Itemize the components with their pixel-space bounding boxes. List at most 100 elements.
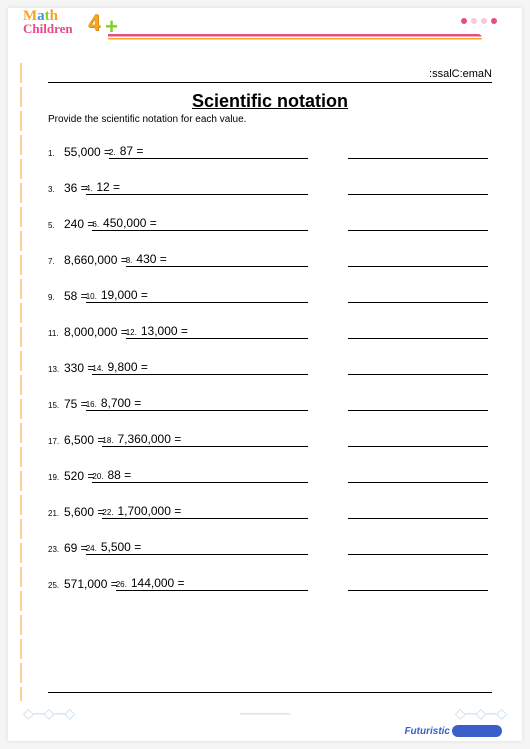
problem-number: 19. (48, 473, 64, 483)
problem-value: 69 = (64, 541, 88, 555)
answer-line[interactable]: 18.7,360,000 = (102, 431, 308, 447)
problem-number: 5. (48, 221, 64, 231)
answer-line[interactable]: 26.144,000 = (116, 575, 308, 591)
problem-left: 11.8,000,000 =12.13,000 = (48, 323, 308, 339)
answer-line[interactable] (348, 143, 488, 159)
problem-value: 330 = (64, 361, 94, 375)
answer-line[interactable] (348, 323, 488, 339)
problem-number: 7. (48, 257, 64, 267)
problem-left: 15.75 =16.8,700 = (48, 395, 308, 411)
logo-four: 4 (88, 10, 100, 37)
answer-line[interactable] (348, 215, 488, 231)
problem-number: 3. (48, 185, 64, 195)
problem-number: 12. (126, 328, 137, 338)
problem-number: 17. (48, 437, 64, 447)
answer-line[interactable] (348, 287, 488, 303)
answer-line[interactable] (348, 467, 488, 483)
problem-value: 430 = (132, 252, 166, 266)
problem-row: 25.571,000 =26.144,000 = (48, 563, 492, 591)
problem-left: 25.571,000 =26.144,000 = (48, 575, 308, 591)
problem-number: 6. (92, 220, 99, 230)
bottom-decoration: ◇─◇─◇ ───── ◇─◇─◇ (23, 705, 507, 721)
problem-row: 1.55,000 =2.87 = (48, 131, 492, 159)
problem-row: 9.58 =10.19,000 = (48, 275, 492, 303)
answer-line[interactable] (348, 503, 488, 519)
answer-line[interactable]: 6.450,000 = (92, 215, 308, 231)
problem-value: 9,800 = (104, 360, 148, 374)
problem-row: 21.5,600 =22.1,700,000 = (48, 491, 492, 519)
problem-number: 18. (102, 436, 113, 446)
problem-number: 1. (48, 149, 64, 159)
answer-line[interactable]: 2.87 = (109, 143, 308, 159)
problem-left: 21.5,600 =22.1,700,000 = (48, 503, 308, 519)
problem-row: 17.6,500 =18.7,360,000 = (48, 419, 492, 447)
problem-value: 75 = (64, 397, 88, 411)
problem-value: 571,000 = (64, 577, 118, 591)
problem-value: 5,600 = (64, 505, 104, 519)
answer-line[interactable] (348, 431, 488, 447)
problem-value: 19,000 = (97, 288, 148, 302)
problem-value: 6,500 = (64, 433, 104, 447)
answer-line[interactable]: 4.12 = (86, 179, 308, 195)
problem-number: 8. (126, 256, 133, 266)
answer-line[interactable]: 12.13,000 = (126, 323, 308, 339)
answer-line[interactable]: 16.8,700 = (86, 395, 308, 411)
problem-left: 3.36 =4.12 = (48, 179, 308, 195)
left-border-decoration (20, 63, 22, 701)
answer-line[interactable] (348, 251, 488, 267)
problem-number: 4. (86, 184, 93, 194)
answer-line[interactable]: 20.88 = (92, 467, 308, 483)
answer-line[interactable] (348, 395, 488, 411)
dot-icon (471, 18, 477, 24)
problem-value: 8,660,000 = (64, 253, 128, 267)
problem-left: 19.520 =20.88 = (48, 467, 308, 483)
problem-value: 520 = (64, 469, 94, 483)
problem-value: 8,700 = (97, 396, 141, 410)
dot-icon (481, 18, 487, 24)
problem-left: 1.55,000 =2.87 = (48, 143, 308, 159)
problem-row: 23.69 =24.5,500 = (48, 527, 492, 555)
problem-value: 87 = (116, 144, 144, 158)
swirl-icon: ◇─◇─◇ (455, 705, 507, 722)
problem-left: 23.69 =24.5,500 = (48, 539, 308, 555)
swirl-icon: ◇─◇─◇ (23, 705, 75, 722)
answer-line[interactable] (348, 575, 488, 591)
answer-line[interactable]: 10.19,000 = (86, 287, 308, 303)
problem-number: 25. (48, 581, 64, 591)
problem-value: 55,000 = (64, 145, 111, 159)
problem-number: 22. (102, 508, 113, 518)
footer-text: Futuristic (404, 726, 450, 737)
problem-number: 16. (86, 400, 97, 410)
answer-line[interactable] (348, 359, 488, 375)
problem-number: 23. (48, 545, 64, 555)
logo: Math Children 4 + (23, 8, 108, 53)
problem-value: 240 = (64, 217, 94, 231)
answer-line[interactable]: 22.1,700,000 = (102, 503, 308, 519)
swirl-icon: ───── (240, 705, 290, 721)
problem-value: 144,000 = (127, 576, 185, 590)
problem-value: 1,700,000 = (114, 504, 182, 518)
answer-line[interactable]: 14.9,800 = (92, 359, 308, 375)
problem-number: 21. (48, 509, 64, 519)
problem-number: 9. (48, 293, 64, 303)
answer-line[interactable]: 8.430 = (126, 251, 308, 267)
problem-value: 88 = (104, 468, 132, 482)
problem-row: 11.8,000,000 =12.13,000 = (48, 311, 492, 339)
problem-value: 58 = (64, 289, 88, 303)
answer-line[interactable] (348, 179, 488, 195)
problem-left: 13.330 =14.9,800 = (48, 359, 308, 375)
problem-value: 5,500 = (97, 540, 141, 554)
problem-row: 13.330 =14.9,800 = (48, 347, 492, 375)
dot-icon (461, 18, 467, 24)
problem-row: 15.75 =16.8,700 = (48, 383, 492, 411)
problem-left: 5.240 =6.450,000 = (48, 215, 308, 231)
answer-line[interactable]: 24.5,500 = (86, 539, 308, 555)
answer-line[interactable] (348, 539, 488, 555)
problem-left: 7.8,660,000 =8.430 = (48, 251, 308, 267)
problem-value: 7,360,000 = (114, 432, 182, 446)
problem-value: 36 = (64, 181, 88, 195)
problem-row: 7.8,660,000 =8.430 = (48, 239, 492, 267)
instruction-text: Provide the scientific notation for each… (48, 114, 492, 125)
worksheet-page: Math Children 4 + :ssalC:emaN Scientific… (8, 8, 522, 741)
problem-number: 15. (48, 401, 64, 411)
